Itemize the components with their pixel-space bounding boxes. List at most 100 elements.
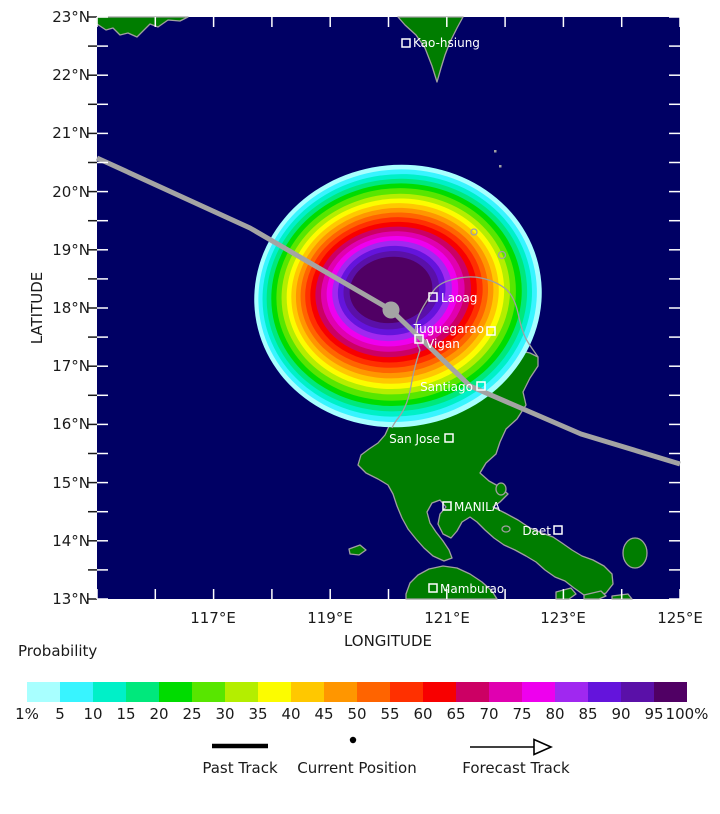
batanes-islet bbox=[499, 165, 502, 168]
lat-tick-label: 20°N bbox=[52, 183, 90, 201]
colorbar-cell bbox=[621, 682, 654, 702]
colorbar-tick: 100% bbox=[666, 705, 709, 723]
colorbar-tick: 30 bbox=[215, 705, 234, 723]
city-layer: Kao-hsiung Laoag Tuguegarao Vigan Santia… bbox=[389, 36, 563, 596]
lat-tick-label: 15°N bbox=[52, 474, 90, 492]
city-laoag: Laoag bbox=[428, 291, 477, 305]
probability-contours bbox=[254, 164, 542, 428]
city-tuguegarao: Tuguegarao bbox=[413, 322, 496, 336]
city-label: Santiago bbox=[420, 380, 473, 394]
city-vigan: Vigan bbox=[414, 334, 460, 351]
past-track-label: Past Track bbox=[202, 759, 278, 777]
city-san-jose: San Jose bbox=[389, 432, 454, 446]
land-china-coast bbox=[96, 16, 189, 38]
colorbar-cell bbox=[159, 682, 192, 702]
lat-tick-label: 17°N bbox=[52, 357, 90, 375]
colorbar-cell bbox=[522, 682, 555, 702]
colorbar-tick: 95 bbox=[644, 705, 663, 723]
colorbar-tick: 55 bbox=[380, 705, 399, 723]
lat-tick-label: 16°N bbox=[52, 415, 90, 433]
storm-track-line bbox=[95, 155, 681, 467]
lat-tick-label: 19°N bbox=[52, 241, 90, 259]
city-marker bbox=[476, 381, 486, 391]
axis-ticks bbox=[88, 16, 681, 600]
lat-tick-label: 22°N bbox=[52, 66, 90, 84]
current-position-symbol bbox=[349, 736, 357, 744]
colorbar-tick: 70 bbox=[479, 705, 498, 723]
current-position-label: Current Position bbox=[297, 759, 417, 777]
colorbar-tick: 20 bbox=[149, 705, 168, 723]
colorbar-tick: 85 bbox=[578, 705, 597, 723]
babuyan-island-outline bbox=[470, 228, 478, 236]
colorbar-cells bbox=[27, 682, 687, 702]
city-label: MANILA bbox=[454, 500, 501, 514]
colorbar-tick: 75 bbox=[512, 705, 531, 723]
colorbar-tick: 25 bbox=[182, 705, 201, 723]
colorbar-cell bbox=[390, 682, 423, 702]
coastline-overlay bbox=[391, 150, 539, 429]
lat-tick-label: 23°N bbox=[52, 8, 90, 26]
colorbar-cell bbox=[654, 682, 687, 702]
colorbar-cell bbox=[93, 682, 126, 702]
city-kao-hsiung: Kao-hsiung bbox=[401, 36, 480, 50]
map-panel: Kao-hsiung Laoag Tuguegarao Vigan Santia… bbox=[88, 16, 681, 600]
babuyan-island-outline bbox=[497, 250, 507, 260]
colorbar-cell bbox=[225, 682, 258, 702]
colorbar-tick: 40 bbox=[281, 705, 300, 723]
city-santiago: Santiago bbox=[420, 380, 486, 394]
colorbar-tick: 45 bbox=[314, 705, 333, 723]
city-marker bbox=[428, 292, 438, 302]
city-marker bbox=[486, 326, 496, 336]
colorbar-cell bbox=[489, 682, 522, 702]
colorbar-tick: 5 bbox=[55, 705, 65, 723]
colorbar-tick-labels: 1% 5 10 15 20 25 30 35 40 45 50 55 60 65… bbox=[15, 705, 708, 723]
city-marker bbox=[428, 583, 438, 593]
track-legend: Past Track Current Position Forecast Tra… bbox=[202, 736, 570, 777]
y-axis: 23°N 22°N 21°N 20°N 19°N 18°N 17°N 16°N … bbox=[28, 8, 90, 608]
coastline-north-luzon bbox=[414, 276, 539, 358]
colorbar-tick: 15 bbox=[116, 705, 135, 723]
colorbar-tick: 90 bbox=[611, 705, 630, 723]
colorbar-cell bbox=[192, 682, 225, 702]
colorbar-cell bbox=[324, 682, 357, 702]
colorbar-tick: 60 bbox=[413, 705, 432, 723]
city-label: Tuguegarao bbox=[413, 322, 484, 336]
lon-tick-label: 123°E bbox=[540, 609, 586, 627]
lon-tick-label: 125°E bbox=[657, 609, 703, 627]
land-polillo bbox=[495, 482, 507, 496]
city-label: Mamburao bbox=[440, 582, 504, 596]
city-label: Kao-hsiung bbox=[413, 36, 480, 50]
colorbar-tick: 65 bbox=[446, 705, 465, 723]
city-marker bbox=[553, 525, 563, 535]
lon-tick-label: 119°E bbox=[307, 609, 353, 627]
colorbar-tick: 50 bbox=[347, 705, 366, 723]
lon-tick-label: 117°E bbox=[190, 609, 236, 627]
lat-tick-label: 21°N bbox=[52, 124, 90, 142]
land-islet-south-2 bbox=[583, 590, 607, 600]
land-lubang bbox=[348, 544, 367, 556]
lat-tick-label: 18°N bbox=[52, 299, 90, 317]
colorbar-tick: 80 bbox=[545, 705, 564, 723]
colorbar-cell bbox=[291, 682, 324, 702]
colorbar-tick: 1% bbox=[15, 705, 39, 723]
city-marker bbox=[442, 501, 452, 511]
forecast-track-arrowhead bbox=[533, 738, 553, 756]
colorbar-tick: 35 bbox=[248, 705, 267, 723]
lat-tick-label: 13°N bbox=[52, 590, 90, 608]
city-marker bbox=[401, 38, 411, 48]
colorbar-cell bbox=[60, 682, 93, 702]
colorbar-tick: 10 bbox=[83, 705, 102, 723]
city-daet: Daet bbox=[522, 524, 563, 538]
lon-tick-label: 121°E bbox=[424, 609, 470, 627]
colorbar-cell bbox=[588, 682, 621, 702]
colorbar-cell bbox=[456, 682, 489, 702]
current-position-marker bbox=[382, 301, 400, 319]
colorbar-cell bbox=[357, 682, 390, 702]
colorbar-cell bbox=[126, 682, 159, 702]
land-catanduanes bbox=[622, 537, 648, 569]
city-label: Vigan bbox=[426, 337, 460, 351]
batanes-islet bbox=[494, 150, 497, 153]
colorbar-cell bbox=[27, 682, 60, 702]
city-mamburao: Mamburao bbox=[428, 582, 504, 596]
